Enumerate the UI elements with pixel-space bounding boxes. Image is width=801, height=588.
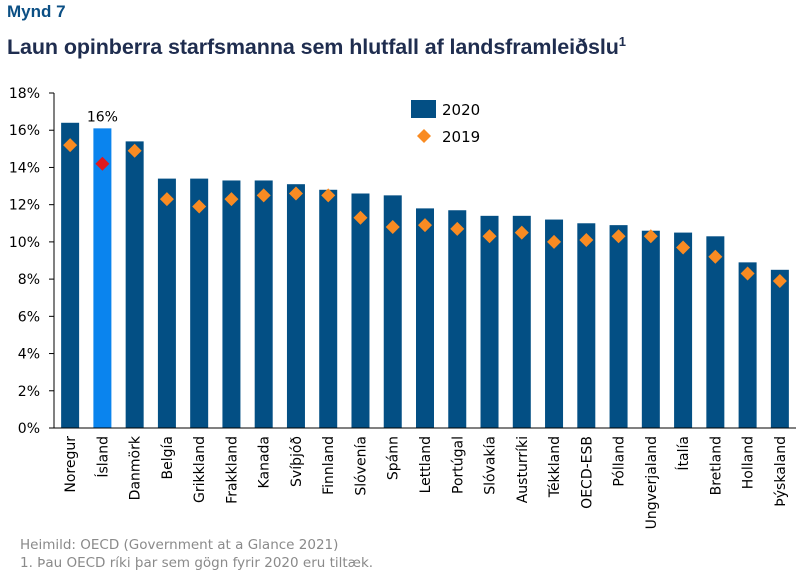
bar <box>319 189 338 428</box>
bar <box>351 193 370 428</box>
bar <box>125 141 144 428</box>
x-tick-label: Portúgal <box>450 436 466 494</box>
bar <box>609 225 628 428</box>
bar <box>512 215 531 428</box>
x-tick-label: Þýskaland <box>773 436 789 507</box>
y-tick-label: 10% <box>9 235 40 251</box>
bar <box>61 122 80 429</box>
x-tick-label: Holland <box>741 436 757 489</box>
data-label: 16% <box>87 109 118 125</box>
x-tick-label: Bretland <box>708 436 724 495</box>
x-tick-label: OECD-ESB <box>579 436 595 509</box>
figure-label: Mynd 7 <box>7 2 66 21</box>
legend-label-2019: 2019 <box>442 128 480 146</box>
marker <box>63 138 78 153</box>
marker <box>547 234 562 249</box>
x-tick-label: Finnland <box>321 436 337 495</box>
bar <box>641 230 660 428</box>
bar <box>286 184 305 428</box>
x-tick-label: Noregur <box>63 436 79 493</box>
title-footnote-mark: 1 <box>618 34 626 49</box>
marker <box>127 143 142 158</box>
x-tick-label: Spánn <box>386 436 402 480</box>
x-tick-label: Ísland <box>94 436 111 478</box>
bar <box>706 236 725 428</box>
marker <box>708 249 723 264</box>
x-tick-label: Pólland <box>612 436 628 487</box>
marker <box>224 192 239 207</box>
y-axis: 0% 2% 4% 6% 8% 10% 12% 14% 16% 18% <box>9 86 55 437</box>
bar <box>674 232 693 428</box>
footnote: 1. Þau OECD ríki þar sem gögn fyrir 2020… <box>20 555 374 571</box>
marker <box>288 186 303 201</box>
bar <box>383 195 402 428</box>
y-tick-label: 8% <box>18 272 40 288</box>
legend-swatch-2019 <box>417 129 431 143</box>
marker <box>353 210 368 225</box>
marker <box>256 188 271 203</box>
x-tick-label: Lettland <box>418 436 434 493</box>
marker <box>772 273 787 288</box>
bar-highlight <box>93 128 112 428</box>
marker <box>418 218 432 233</box>
annotations: 16% <box>87 109 118 125</box>
y-tick-label: 12% <box>9 198 40 214</box>
y-tick-label: 0% <box>18 421 40 437</box>
x-tick-label: Slóvenía <box>353 436 369 496</box>
y-tick-label: 14% <box>9 160 40 176</box>
bars-2020 <box>61 122 789 429</box>
marker <box>450 221 465 236</box>
marker <box>643 229 658 244</box>
x-tick-label: Grikkland <box>192 436 208 503</box>
bar <box>577 223 596 428</box>
marker <box>385 220 400 234</box>
y-tick-label: 6% <box>18 309 40 325</box>
legend: 2020 2019 <box>411 100 480 146</box>
x-tick-label: Danmörk <box>128 435 144 500</box>
x-tick-label: Kanada <box>257 436 273 488</box>
x-tick-label: Ítalía <box>675 436 692 471</box>
bar <box>480 215 499 428</box>
y-tick-label: 4% <box>18 347 40 363</box>
marker <box>192 199 207 214</box>
legend-swatch-2020 <box>411 100 436 118</box>
marker <box>676 240 691 255</box>
bar <box>190 178 209 428</box>
marker <box>740 266 755 281</box>
x-tick-label: Svíþjóð <box>289 436 305 487</box>
bar <box>416 208 434 428</box>
x-tick-label: Slóvakía <box>483 436 499 495</box>
chart-title: Laun opinberra starfsmanna sem hlutfall … <box>7 34 626 60</box>
y-tick-label: 16% <box>9 123 40 139</box>
bar <box>448 210 467 428</box>
marker <box>159 192 174 207</box>
bar <box>770 269 789 428</box>
bar <box>254 180 273 428</box>
x-axis: Noregur Ísland Danmörk Belgía Grikkland Frakk… <box>54 427 796 529</box>
marker <box>611 229 626 244</box>
bar <box>738 262 757 428</box>
bar <box>222 180 241 428</box>
x-tick-label: Belgía <box>160 436 176 479</box>
x-tick-label: Austurríki <box>515 436 531 503</box>
y-tick-label: 2% <box>18 384 40 400</box>
bar <box>157 178 176 428</box>
x-tick-label: Tékkland <box>547 436 563 498</box>
marker <box>321 188 336 203</box>
bar <box>545 219 564 428</box>
x-tick-label: Frakkland <box>224 436 240 504</box>
chart-title-text: Laun opinberra starfsmanna sem hlutfall … <box>7 35 619 60</box>
y-tick-label: 18% <box>9 86 40 102</box>
markers-2019 <box>63 138 787 288</box>
source-note: Heimild: OECD (Government at a Glance 20… <box>20 537 339 553</box>
marker <box>514 225 529 240</box>
legend-label-2020: 2020 <box>442 101 480 119</box>
x-tick-label: Ungverjaland <box>644 436 660 529</box>
marker-highlight <box>95 156 110 171</box>
marker <box>579 233 594 248</box>
marker <box>482 229 497 244</box>
